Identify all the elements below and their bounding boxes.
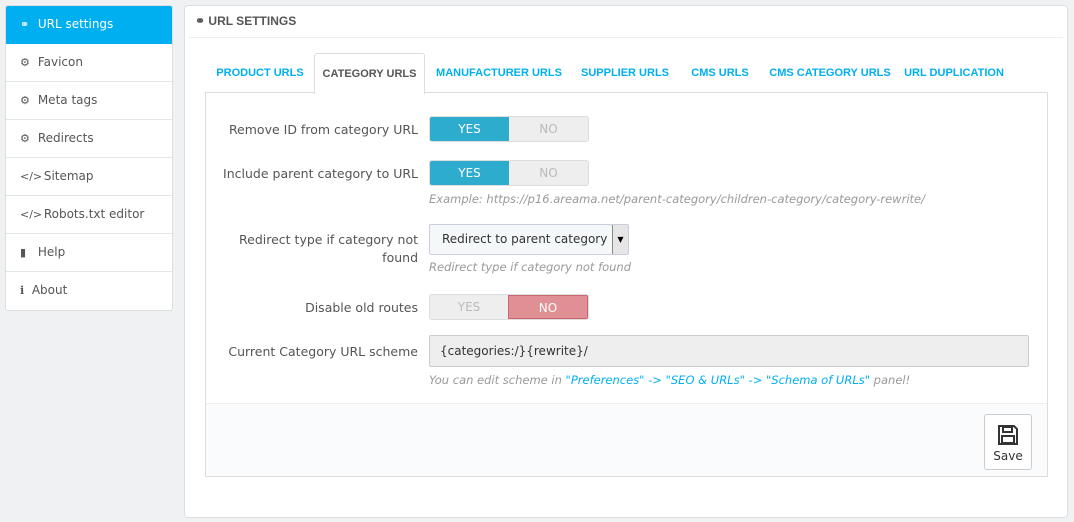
panel-header: ⚭ URL SETTINGS (189, 6, 1063, 38)
sidebar-item-sitemap[interactable]: </> Sitemap (6, 158, 172, 196)
info-icon: i (20, 284, 25, 297)
no-option[interactable]: NO (539, 166, 558, 180)
tab-category-urls[interactable]: CATEGORY URLS (314, 53, 425, 94)
redirect-type-select[interactable]: Redirect to parent category ▼ (429, 224, 629, 255)
book-icon: ▮ (20, 246, 27, 259)
tab-supplier-urls[interactable]: SUPPLIER URLS (580, 67, 669, 79)
scheme-help: You can edit scheme in "Preferences" -> … (429, 373, 911, 387)
sidebar-item-meta-tags[interactable]: ⚙ Meta tags (6, 82, 172, 120)
link-icon: ⚭ (195, 14, 206, 28)
remove-id-label: Remove ID from category URL (228, 122, 418, 137)
include-parent-switch[interactable]: YES NO (429, 160, 589, 186)
redirect-type-label: Redirect type if category not found (239, 232, 418, 265)
sidebar-item-label: Sitemap (43, 169, 94, 183)
gear-icon: ⚙ (20, 132, 30, 145)
include-parent-help: Example: https://p16.areama.net/parent-c… (429, 192, 925, 206)
sidebar-item-label: Favicon (37, 55, 83, 69)
sidebar-item-label: Help (37, 245, 66, 259)
scheme-input: {categories:/}{rewrite}/ (429, 335, 1029, 367)
tab-product-urls[interactable]: PRODUCT URLS (216, 67, 304, 79)
gear-icon: ⚙ (20, 56, 30, 69)
sidebar-item-url-settings[interactable]: ⚭ URL settings (6, 6, 172, 44)
sidebar-item-about[interactable]: i About (6, 272, 172, 310)
sidebar-item-redirects[interactable]: ⚙ Redirects (6, 120, 172, 158)
gear-icon: ⚙ (20, 94, 30, 107)
tab-cms-category-urls[interactable]: CMS CATEGORY URLS (769, 67, 891, 79)
sidebar: ⚭ URL settings ⚙ Favicon ⚙ Meta tags ⚙ R… (5, 5, 173, 311)
scheme-label: Current Category URL scheme (228, 344, 418, 359)
sidebar-item-label: Redirects (37, 131, 94, 145)
sidebar-item-help[interactable]: ▮ Help (6, 234, 172, 272)
panel-footer: Save (206, 403, 1047, 476)
no-option[interactable]: NO (539, 122, 558, 136)
link-icon: ⚭ (20, 18, 30, 31)
yes-option[interactable]: YES (430, 117, 509, 141)
include-parent-label: Include parent category to URL (223, 166, 418, 181)
sidebar-item-label: URL settings (37, 17, 114, 31)
save-icon (998, 425, 1018, 445)
disable-old-routes-label: Disable old routes (305, 300, 418, 315)
chevron-down-icon: ▼ (612, 225, 628, 254)
code-icon: </> (20, 170, 43, 183)
sidebar-item-label: Meta tags (37, 93, 98, 107)
save-label: Save (993, 449, 1023, 463)
sidebar-item-robots-editor[interactable]: </> Robots.txt editor (6, 196, 172, 234)
tab-manufacturer-urls[interactable]: MANUFACTURER URLS (436, 67, 562, 79)
yes-option[interactable]: YES (430, 161, 509, 185)
panel-title: URL SETTINGS (208, 14, 297, 28)
redirect-type-value: Redirect to parent category (442, 232, 608, 246)
yes-option[interactable]: YES (457, 300, 481, 314)
remove-id-switch[interactable]: YES NO (429, 116, 589, 142)
preferences-link[interactable]: "Preferences" (565, 373, 645, 387)
url-settings-panel: ⚭ URL SETTINGS PRODUCT URLS CATEGORY URL… (184, 5, 1068, 518)
sidebar-item-label: About (31, 283, 68, 297)
tab-url-duplication[interactable]: URL DUPLICATION (904, 67, 1004, 79)
no-option[interactable]: NO (508, 295, 588, 319)
code-icon: </> (20, 208, 43, 221)
schema-of-urls-link[interactable]: "Schema of URLs" (766, 373, 871, 387)
tab-bar: PRODUCT URLS CATEGORY URLS MANUFACTURER … (205, 53, 1047, 94)
sidebar-item-label: Robots.txt editor (43, 207, 145, 221)
seo-urls-link[interactable]: "SEO & URLs" (665, 373, 745, 387)
sidebar-item-favicon[interactable]: ⚙ Favicon (6, 44, 172, 82)
save-button[interactable]: Save (984, 414, 1032, 470)
tab-cms-urls[interactable]: CMS URLS (691, 67, 749, 79)
tab-content: Remove ID from category URL YES NO Includ… (205, 92, 1048, 477)
redirect-type-help: Redirect type if category not found (429, 260, 632, 274)
disable-old-routes-switch[interactable]: YES NO (429, 294, 589, 320)
